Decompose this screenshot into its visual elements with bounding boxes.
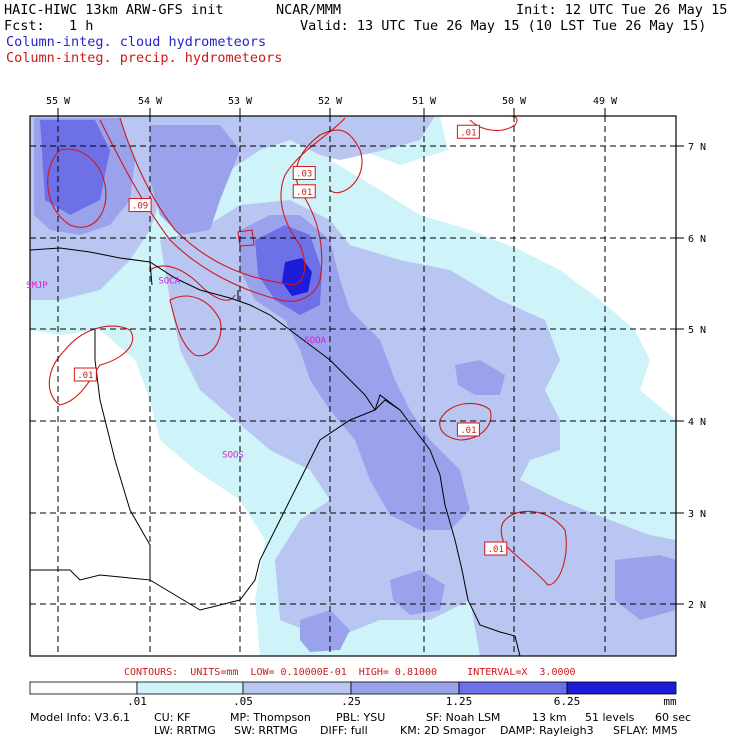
model-info-damp: DAMP: Rayleigh3	[500, 724, 594, 737]
lon-labels: 55 W 54 W 53 W 52 W 51 W 50 W 49 W	[46, 96, 618, 107]
map-frame	[29, 115, 677, 657]
lat-label: 7 N	[688, 142, 706, 153]
precip-contour-1	[99, 119, 363, 302]
station-label-sooa: SOOA	[304, 336, 326, 346]
lon-label: 53 W	[228, 96, 253, 107]
model-info-version: Model Info: V3.6.1	[30, 711, 131, 724]
contour-label: .01	[456, 422, 480, 437]
cloud-hydrometeor-field	[30, 116, 676, 656]
lat-labels: 7 N 6 N 5 N 4 N 3 N 2 N	[688, 142, 706, 611]
precip-contour-5	[169, 295, 222, 357]
precip-contour-6	[48, 325, 133, 406]
border-guyane-brazil	[237, 290, 401, 411]
colorbar-swatch-4	[458, 681, 568, 695]
contour-label: .09	[128, 198, 152, 213]
contour-label-text: .01	[460, 128, 476, 138]
lon-label: 52 W	[318, 96, 343, 107]
model-info-sw: SW: RRTMG	[234, 724, 298, 737]
colorbar-swatch-3	[350, 681, 460, 695]
station-label-soos: SOOS	[222, 450, 244, 460]
coastline-path	[30, 247, 521, 656]
contour-label-text: .01	[296, 188, 312, 198]
precip-contour-2	[119, 117, 346, 286]
contour-label-box	[292, 165, 316, 180]
model-info-lw: LW: RRTMG	[154, 724, 216, 737]
field-cloud-label: Column-integ. cloud hydrometeors	[6, 34, 267, 50]
contour-label-box	[73, 367, 97, 382]
contour-label: .01	[484, 541, 508, 556]
model-info-km: KM: 2D Smagor	[400, 724, 486, 737]
lon-label: 51 W	[412, 96, 437, 107]
contour-label: .01	[292, 184, 316, 199]
colorbar-swatch-5	[566, 681, 677, 695]
lat-label: 6 N	[688, 234, 706, 245]
field-precip-label: Column-integ. precip. hydrometeors	[6, 50, 283, 66]
lat-lon-grid	[30, 116, 676, 656]
colorbar-label: 6.25	[553, 695, 581, 708]
precip-contours	[47, 116, 567, 586]
lat-label: 5 N	[688, 325, 706, 336]
contour-value-labels: .01 .03 .01 .09 .01 .01 .01	[73, 124, 508, 556]
contour-label-text: .01	[460, 426, 476, 436]
contour-label-text: .01	[77, 371, 93, 381]
border-suriname-guyane	[149, 261, 153, 286]
station-labels: SMJP SOCA SOOA SOOS	[26, 276, 326, 460]
lon-label: 49 W	[593, 96, 618, 107]
station-label-soca: SOCA	[158, 276, 180, 286]
contour-label: .01	[456, 124, 480, 139]
model-info-resolution: 13 km	[532, 711, 567, 724]
contour-label-text: .01	[488, 545, 504, 555]
model-info-mp: MP: Thompson	[230, 711, 311, 724]
model-info-pbl: PBL: YSU	[336, 711, 386, 724]
colorbar-swatch-1	[136, 681, 244, 695]
colorbar-swatch-2	[242, 681, 352, 695]
model-info-levels: 51 levels	[585, 711, 635, 724]
model-info-diff: DIFF: full	[320, 724, 368, 737]
lon-label: 50 W	[502, 96, 527, 107]
lon-label: 55 W	[46, 96, 71, 107]
precip-contour-8	[500, 510, 567, 586]
station-label-smjp: SMJP	[26, 281, 48, 291]
init-time: Init: 12 UTC Tue 26 May 15	[516, 2, 728, 18]
lon-label: 54 W	[138, 96, 163, 107]
precip-contour-4	[149, 265, 236, 301]
contour-label-box	[292, 184, 316, 199]
model-info-sf: SF: Noah LSM	[426, 711, 501, 724]
colorbar-label: .05	[233, 695, 253, 708]
model-info-sflay: SFLAY: MM5	[613, 724, 678, 737]
title-line1-mid: NCAR/MMM	[276, 2, 342, 18]
lat-label: 3 N	[688, 509, 706, 520]
contours-info: CONTOURS: UNITS=mm LOW= 0.10000E-01 HIGH…	[124, 667, 576, 678]
colorbar-label: 1.25	[445, 695, 473, 708]
contour-label-text: .03	[296, 169, 312, 179]
colorbar-label: .01	[127, 695, 147, 708]
contour-label: .01	[73, 367, 97, 382]
lat-label: 2 N	[688, 600, 706, 611]
contour-label: .03	[292, 165, 316, 180]
axis-ticks	[57, 108, 684, 605]
lat-label: 4 N	[688, 417, 706, 428]
model-info-timestep: 60 sec	[655, 711, 692, 724]
contour-label-box	[456, 422, 480, 437]
colorbar-units: mm	[663, 695, 677, 708]
colorbar-label: .25	[341, 695, 361, 708]
border-brazil-interior	[30, 330, 376, 611]
precip-contour-3	[47, 148, 107, 228]
contour-label-box	[456, 124, 480, 139]
precip-contour-7	[439, 402, 492, 441]
colorbar-swatch-0	[29, 681, 138, 695]
precip-contour-10	[237, 229, 255, 247]
title-line1-left: HAIC-HIWC 13km ARW-GFS init	[4, 2, 224, 18]
contour-label-box	[128, 198, 152, 213]
model-info-cu: CU: KF	[154, 711, 191, 724]
contour-label-text: .09	[132, 202, 148, 212]
valid-time: Valid: 13 UTC Tue 26 May 15 (10 LST Tue …	[300, 18, 707, 34]
contour-label-box	[484, 541, 508, 556]
colorbar	[29, 681, 677, 695]
forecast-hour: Fcst: 1 h	[4, 18, 94, 34]
coastline	[30, 247, 521, 656]
